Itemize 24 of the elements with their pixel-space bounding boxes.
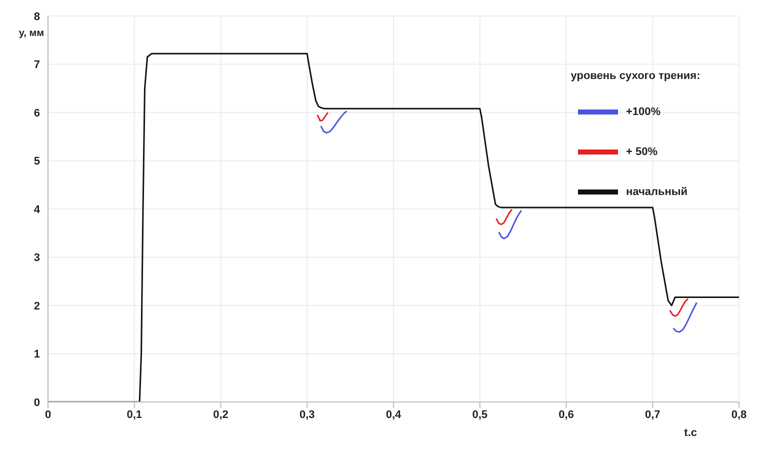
x-tick-label: 0,4 — [386, 408, 402, 421]
y-tick-label: 3 — [34, 252, 40, 264]
y-tick-label: 7 — [34, 59, 40, 72]
y-tick-label: 5 — [34, 156, 40, 168]
x-tick-label: 0,5 — [472, 408, 488, 421]
y-tick-label: 8 — [34, 10, 40, 23]
x-axis-title: t.c — [684, 427, 697, 439]
x-tick-label: 0,6 — [558, 408, 574, 421]
legend-title: уровень сухого трения: — [570, 70, 702, 82]
x-tick-label: 0,1 — [126, 408, 142, 421]
y-tick-label: 0 — [34, 396, 40, 409]
legend-label: +100% — [626, 106, 661, 118]
legend-label: начальный — [626, 186, 688, 198]
y-tick-label: 1 — [34, 348, 40, 361]
y-tick-label: 4 — [34, 204, 41, 216]
x-tick-label: 0,2 — [213, 408, 228, 421]
x-tick-label: 0,8 — [731, 408, 747, 421]
x-tick-label: 0 — [44, 408, 52, 421]
legend-label: + 50% — [626, 146, 658, 158]
y-tick-label: 6 — [34, 107, 40, 120]
x-tick-label: 0,7 — [644, 408, 660, 421]
y-tick-label: 2 — [34, 300, 40, 312]
y-axis-title: y, мм — [18, 28, 44, 39]
x-tick-label: 0,3 — [299, 408, 315, 421]
